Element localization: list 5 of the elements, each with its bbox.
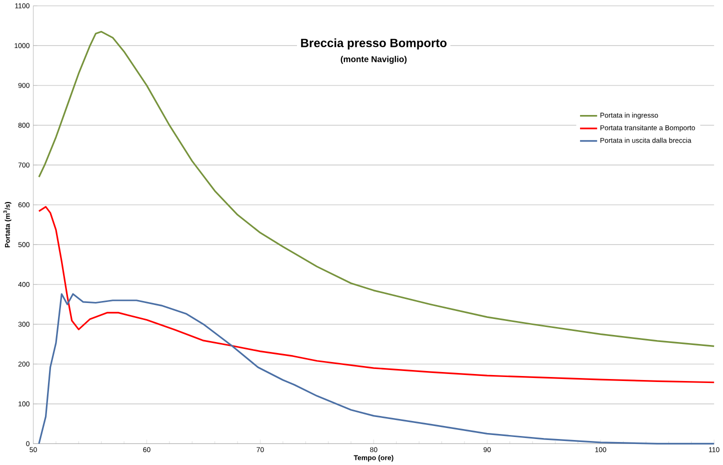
- text: (monte Naviglio): [340, 56, 407, 64]
- line-series: [38, 30, 715, 347]
- line-series: [38, 206, 715, 384]
- line-series: [38, 293, 715, 445]
- text: Breccia presso Bomporto: [301, 38, 447, 50]
